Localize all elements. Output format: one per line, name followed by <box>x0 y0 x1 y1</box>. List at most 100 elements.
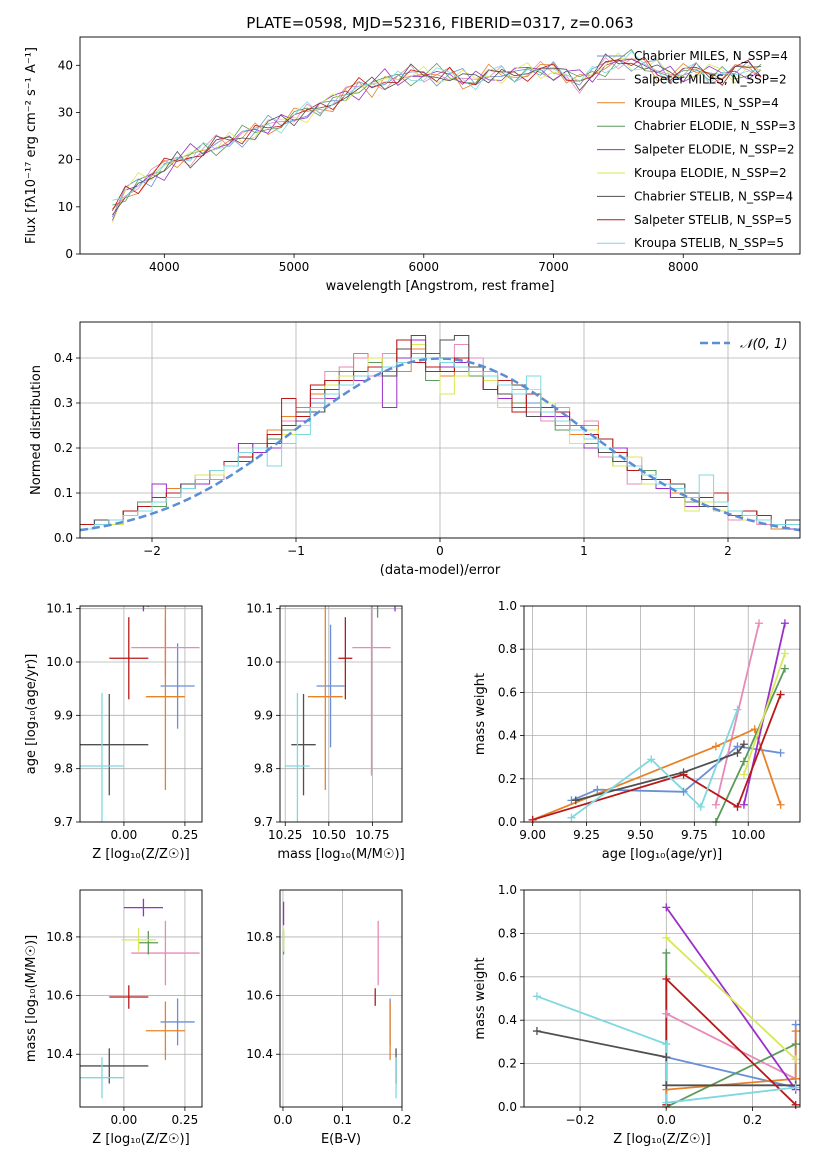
plot-area <box>80 890 202 1107</box>
legend-label: 𝒩(0, 1) <box>740 337 787 352</box>
x-tick-label: 9.00 <box>519 828 546 842</box>
plus-marker <box>739 800 748 809</box>
x-tick-label: 8000 <box>668 260 699 274</box>
legend-label: Salpeter STELIB, N_SSP=5 <box>634 213 792 227</box>
y-tick-label: 10.6 <box>246 989 273 1003</box>
weight-series-line <box>743 653 786 775</box>
plus-marker <box>662 1040 671 1049</box>
legend-label: Salpeter ELODIE, N_SSP=2 <box>634 143 795 157</box>
y-tick-label: 0.3 <box>54 396 73 410</box>
y-tick-label: 0.8 <box>498 642 517 656</box>
plus-marker <box>791 1100 800 1109</box>
spectrum-series-line <box>112 59 762 218</box>
plus-marker <box>662 948 671 957</box>
plus-marker <box>739 770 748 779</box>
legend-label: Kroupa STELIB, N_SSP=5 <box>634 236 784 250</box>
plus-marker <box>711 800 720 809</box>
x-tick-label: 10.50 <box>312 828 346 842</box>
x-tick-label: 10.25 <box>268 828 302 842</box>
y-tick-label: 0.2 <box>54 441 73 455</box>
legend-label: Kroupa ELODIE, N_SSP=2 <box>634 166 787 180</box>
x-axis-label: Z [log₁₀(Z/Z☉)] <box>92 1132 189 1147</box>
x-axis-label: (data-model)/error <box>380 563 501 578</box>
axes-frame <box>79 321 801 539</box>
x-tick-label: 6000 <box>409 260 440 274</box>
panel-mass-age: 10.25 10.50 10.75 9.7 9.8 9.9 10.0 10.1 mass [lo… <box>246 602 404 862</box>
weight-series-line <box>666 1024 797 1089</box>
plot-area <box>112 48 762 223</box>
gaussian-curve <box>80 357 800 532</box>
plus-marker <box>662 1053 671 1062</box>
x-tick-label: −0.2 <box>565 1113 594 1127</box>
x-tick-label: 9.75 <box>681 828 708 842</box>
plus-marker <box>711 742 720 751</box>
x-tick-label: 0.0 <box>273 1113 292 1127</box>
weight-series-line <box>715 668 786 822</box>
plus-marker <box>571 796 580 805</box>
y-tick-label: 10.6 <box>46 989 73 1003</box>
y-tick-label: 0.4 <box>498 729 517 743</box>
y-tick-label: 30 <box>58 105 73 119</box>
x-axis-label: wavelength [Angstrom, rest frame] <box>326 279 555 294</box>
x-tick-label: 0.00 <box>111 828 138 842</box>
x-tick-label: 4000 <box>149 260 180 274</box>
axes-frame <box>523 889 801 1108</box>
chart-title: PLATE=0598, MJD=52316, FIBERID=0317, z=0… <box>246 14 633 32</box>
y-tick-label: 9.9 <box>54 708 73 722</box>
weight-series-line <box>570 709 739 819</box>
x-axis-label: mass [log₁₀(M/M☉)] <box>277 847 404 862</box>
y-tick-label: 10.4 <box>46 1047 73 1061</box>
weight-series-line <box>575 743 745 802</box>
y-tick-label: 0.2 <box>498 1057 517 1071</box>
y-tick-label: 9.8 <box>54 762 73 776</box>
legend-label: Kroupa MILES, N_SSP=4 <box>634 96 779 110</box>
plus-marker <box>733 748 742 757</box>
y-axis-label: Flux [fλ10⁻¹⁷ erg cm⁻² s⁻¹ A⁻¹] <box>24 47 39 244</box>
y-tick-label: 10.8 <box>46 930 73 944</box>
x-tick-label: 1 <box>580 544 588 558</box>
y-tick-label: 20 <box>58 153 73 167</box>
plus-marker <box>739 757 748 766</box>
y-axis-label: mass weight <box>473 957 488 1039</box>
x-tick-label: −2 <box>143 544 161 558</box>
plot-area <box>80 606 202 822</box>
plot-area <box>80 322 800 538</box>
axes-frame <box>523 605 801 823</box>
y-tick-label: 1.0 <box>498 599 517 613</box>
plot-area <box>280 890 402 1107</box>
y-axis-label: Normed distribution <box>29 365 44 495</box>
plus-marker <box>776 690 785 699</box>
x-tick-label: 10.75 <box>355 828 389 842</box>
x-axis-label: age [log₁₀(age/yr)] <box>602 847 723 862</box>
panel-age-weight: 9.00 9.25 9.50 9.75 10.00 0.0 0.2 0.4 0.6 0.8 1.0 a… <box>473 599 801 862</box>
y-tick-label: 9.8 <box>254 762 273 776</box>
plus-marker <box>696 802 705 811</box>
y-tick-label: 10.8 <box>246 930 273 944</box>
x-tick-label: 2 <box>724 544 732 558</box>
panel-z-weight: −0.2 0.0 0.2 0.0 0.2 0.4 0.6 0.8 1.0 Z [log₁₀(Z/Z… <box>473 883 801 1147</box>
x-axis-label: E(B-V) <box>321 1132 361 1147</box>
plus-marker <box>532 1027 541 1036</box>
spectrum-series-line <box>112 53 762 216</box>
plus-marker <box>567 813 576 822</box>
weight-series-line <box>715 623 760 805</box>
x-tick-label: 0.0 <box>657 1113 676 1127</box>
y-tick-label: 0.2 <box>498 772 517 786</box>
y-tick-label: 40 <box>58 58 73 72</box>
x-tick-label: 0.25 <box>172 828 199 842</box>
plus-marker <box>750 725 759 734</box>
x-tick-label: 0.00 <box>111 1113 138 1127</box>
axes-frame <box>79 605 203 823</box>
weight-series-line <box>665 1012 797 1080</box>
y-tick-label: 9.7 <box>254 815 273 829</box>
legend-label: Chabrier MILES, N_SSP=4 <box>634 49 788 63</box>
y-tick-label: 0.8 <box>498 926 517 940</box>
weight-series-line <box>532 727 782 821</box>
y-tick-label: 0.4 <box>498 1013 517 1027</box>
y-tick-label: 0.0 <box>498 1100 517 1114</box>
plus-marker <box>733 802 742 811</box>
plus-marker <box>662 903 671 912</box>
spectrum-series-line <box>112 51 762 201</box>
x-axis-label: Z [log₁₀(Z/Z☉)] <box>613 1132 710 1147</box>
